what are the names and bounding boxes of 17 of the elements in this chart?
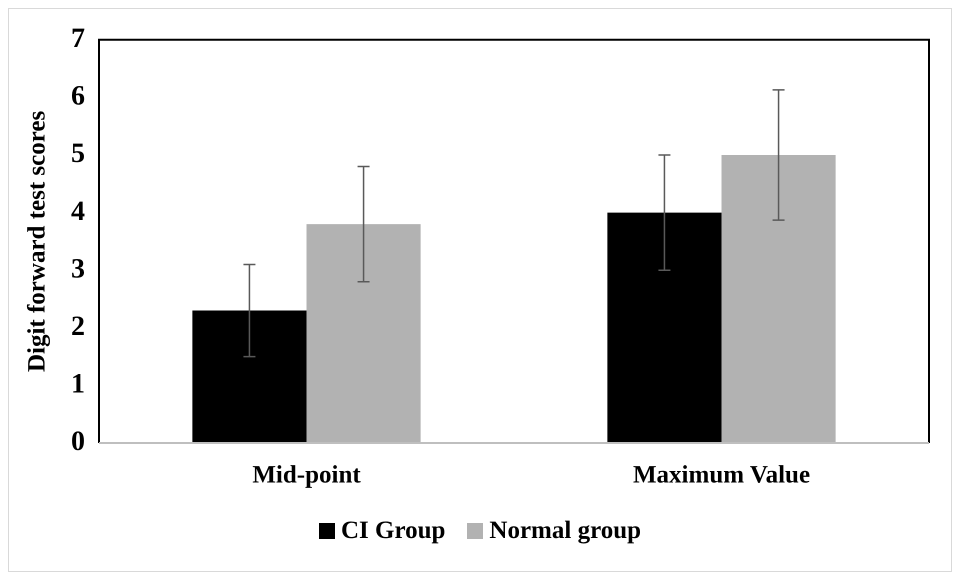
y-tick-label: 2 bbox=[71, 311, 85, 342]
legend-label: CI Group bbox=[340, 517, 446, 545]
y-axis-title: Digit forward test scores bbox=[23, 110, 50, 372]
legend-label: Normal group bbox=[489, 517, 642, 545]
bar bbox=[722, 155, 836, 443]
bar bbox=[306, 224, 421, 443]
y-tick-label: 6 bbox=[71, 80, 85, 112]
y-tick-label: 7 bbox=[71, 23, 85, 54]
x-tick-label: Maximum Value bbox=[632, 461, 810, 488]
y-tick-label: 1 bbox=[71, 368, 85, 400]
y-tick-label: 3 bbox=[71, 253, 85, 284]
y-tick-label: 0 bbox=[71, 426, 85, 458]
y-tick-label: 5 bbox=[71, 138, 85, 170]
x-tick-label: Mid-point bbox=[252, 461, 362, 488]
bar bbox=[607, 212, 722, 443]
bar bbox=[192, 310, 306, 443]
y-tick-label: 4 bbox=[71, 196, 85, 227]
